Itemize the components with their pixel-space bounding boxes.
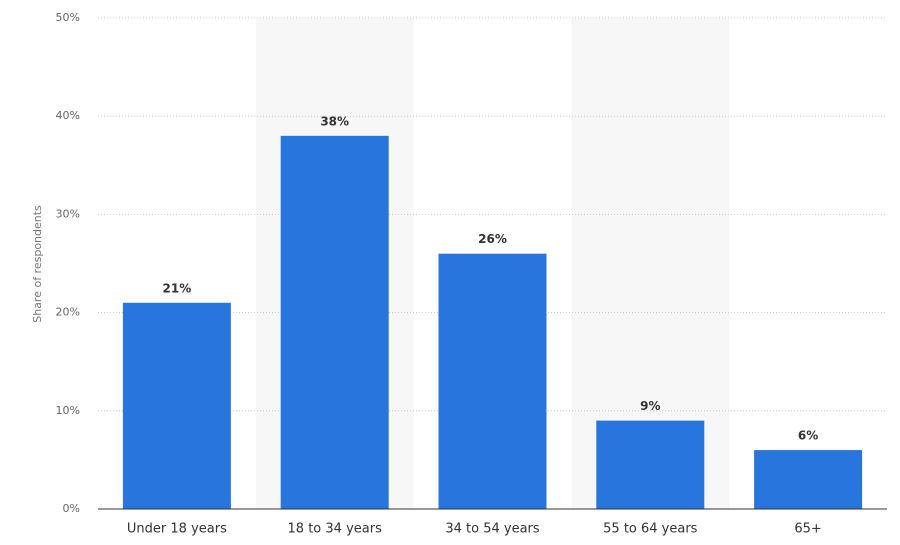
- value-label: 26%: [478, 232, 507, 246]
- value-label: 38%: [320, 114, 349, 128]
- bar: [280, 135, 389, 509]
- value-label: 9%: [640, 399, 660, 413]
- y-tick-label: 30%: [56, 207, 80, 220]
- bar: [438, 253, 547, 509]
- y-tick-label: 0%: [63, 502, 80, 515]
- value-label: 21%: [163, 281, 192, 295]
- value-label: 6%: [798, 429, 818, 443]
- x-tick-label: 65+: [794, 522, 821, 537]
- bar: [596, 420, 705, 509]
- y-tick-label: 10%: [56, 404, 80, 417]
- bar: [754, 450, 863, 509]
- x-tick-label: 34 to 54 years: [445, 522, 540, 537]
- bar: [122, 302, 231, 509]
- y-tick-label: 20%: [56, 306, 80, 319]
- x-tick-label: Under 18 years: [127, 522, 227, 537]
- y-tick-label: 40%: [56, 109, 80, 122]
- y-axis-label: Share of respondents: [31, 205, 44, 323]
- x-tick-label: 55 to 64 years: [603, 522, 698, 537]
- x-tick-label: 18 to 34 years: [288, 522, 383, 537]
- y-tick-label: 50%: [56, 11, 80, 24]
